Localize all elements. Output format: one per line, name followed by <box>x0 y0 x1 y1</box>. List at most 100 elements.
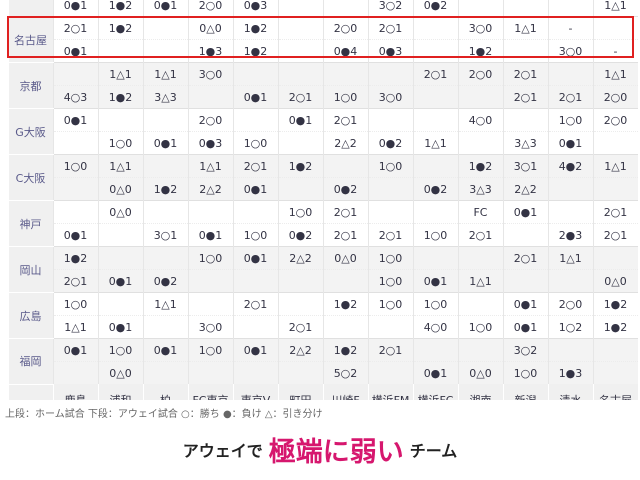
result-cell <box>412 39 458 63</box>
result-cell: 4○0 <box>412 315 458 339</box>
result-cell <box>52 62 98 86</box>
result-cell: 2○1 <box>322 223 368 247</box>
result-cell: 1●2 <box>592 315 638 339</box>
result-cell <box>502 269 548 293</box>
footer-team-label: FC東京 <box>187 384 233 400</box>
result-cell <box>322 315 368 339</box>
table-row: 0△0 1●2 2△2 0●1 0●2 0●2 3△3 2△2 <box>9 177 638 201</box>
table-row: 2○1 0●1 0●2 1○0 0●1 1△1 0△0 <box>9 269 638 293</box>
result-cell: 2○1 <box>367 16 413 40</box>
result-cell <box>52 361 98 384</box>
result-cell: 0●2 <box>142 269 188 293</box>
result-cell <box>412 246 458 270</box>
result-cell: 1△1 <box>592 0 638 17</box>
result-cell: 0●1 <box>232 177 278 201</box>
result-cell <box>277 177 323 201</box>
result-cell: 1○0 <box>367 292 413 316</box>
result-cell: 1○0 <box>232 131 278 155</box>
result-cell <box>457 246 503 270</box>
result-cell <box>232 62 278 86</box>
result-cell <box>232 200 278 224</box>
result-cell: 0●1 <box>547 131 593 155</box>
footer-team-label: 清水 <box>547 384 593 400</box>
result-cell: 1△1 <box>412 131 458 155</box>
result-cell <box>277 361 323 384</box>
result-cell <box>142 315 188 339</box>
result-cell: 1△1 <box>187 154 233 178</box>
result-cell: 3△3 <box>502 131 548 155</box>
result-cell: 3○0 <box>187 62 233 86</box>
result-cell: 2○1 <box>367 223 413 247</box>
result-cell <box>142 108 188 132</box>
result-cell: 2○0 <box>457 62 503 86</box>
result-cell: 1●2 <box>322 292 368 316</box>
result-cell: 1○0 <box>187 246 233 270</box>
table-row: G大阪 0●1 2○0 0●1 2○1 4○0 1○0 2○0 <box>8 108 638 155</box>
team-label: 福岡 <box>8 338 53 385</box>
table-row: 福岡 0●1 1○0 0●1 1○0 0●1 2△2 1●2 2○1 3○2 <box>8 338 638 385</box>
result-cell <box>457 0 503 17</box>
headline-prefix: アウェイで <box>182 441 263 461</box>
result-cell: 0●1 <box>142 131 188 155</box>
result-cell: 1●2 <box>457 154 503 178</box>
result-cell <box>97 39 143 63</box>
result-cell <box>187 292 233 316</box>
result-cell <box>412 200 458 224</box>
result-cell: 1○0 <box>367 154 413 178</box>
footer-team-label: 鹿島 <box>52 384 98 400</box>
result-cell: 0●2 <box>367 131 413 155</box>
footer-team-label: 名古屋 <box>592 384 638 400</box>
footer-team-label: 新潟 <box>502 384 548 400</box>
result-cell <box>457 85 503 109</box>
result-cell: 3○0 <box>547 39 593 63</box>
result-cell <box>142 154 188 178</box>
result-cell: 2○1 <box>547 85 593 109</box>
table-row: 神戸 0△0 1○0 2○1 FC 0●1 2○1 <box>8 200 638 247</box>
result-cell: 2○1 <box>502 85 548 109</box>
result-cell: 0●1 <box>187 223 233 247</box>
result-cell: 2△2 <box>277 338 323 362</box>
result-cell <box>322 154 368 178</box>
results-table: 0●1 1●2 0●1 2○0 0●3 3○2 0●2 1△1 名古屋 2○1 1●2 0△0 1●2 2… <box>8 0 638 400</box>
result-cell: 1△1 <box>142 292 188 316</box>
result-cell <box>142 39 188 63</box>
result-cell: 1○0 <box>277 200 323 224</box>
result-cell: 2○1 <box>322 200 368 224</box>
team-label: G大阪 <box>8 108 53 155</box>
footer-corner <box>8 384 53 400</box>
result-cell <box>592 131 638 155</box>
result-cell: 2△2 <box>277 246 323 270</box>
result-cell <box>547 269 593 293</box>
result-cell: 3○0 <box>367 85 413 109</box>
result-cell <box>322 0 368 17</box>
result-cell: 0△0 <box>97 177 143 201</box>
result-cell: 2○1 <box>592 200 638 224</box>
team-label: 神戸 <box>8 200 53 247</box>
headline: アウェイで 極端に弱い チーム <box>0 430 640 469</box>
result-cell: 3○2 <box>367 0 413 17</box>
result-cell: 2○1 <box>277 315 323 339</box>
result-cell <box>367 361 413 384</box>
result-cell: 1○0 <box>367 246 413 270</box>
result-cell: 0●3 <box>367 39 413 63</box>
table-row: 4○3 1●2 3△3 0●1 2○1 1○0 3○0 2○1 2○1 2○0 <box>9 85 638 109</box>
result-cell: 1●2 <box>97 85 143 109</box>
result-cell: 0●1 <box>277 108 323 132</box>
result-cell: 2△2 <box>322 131 368 155</box>
footer-row: 鹿島浦和柏FC東京東京V町田川崎F横浜FM横浜FC湘南新潟清水名古屋 <box>8 384 638 400</box>
result-cell: 1△1 <box>547 246 593 270</box>
result-cell: 2△2 <box>502 177 548 201</box>
team-label <box>8 0 53 17</box>
result-cell <box>502 223 548 247</box>
result-cell <box>367 62 413 86</box>
result-cell: 0●1 <box>232 338 278 362</box>
result-cell <box>187 200 233 224</box>
result-cell <box>277 269 323 293</box>
result-cell <box>232 108 278 132</box>
result-cell: 1○0 <box>52 154 98 178</box>
result-cell: 3○2 <box>502 338 548 362</box>
result-cell <box>52 131 98 155</box>
result-cell: 1○0 <box>97 338 143 362</box>
result-cell <box>412 154 458 178</box>
result-cell <box>547 177 593 201</box>
